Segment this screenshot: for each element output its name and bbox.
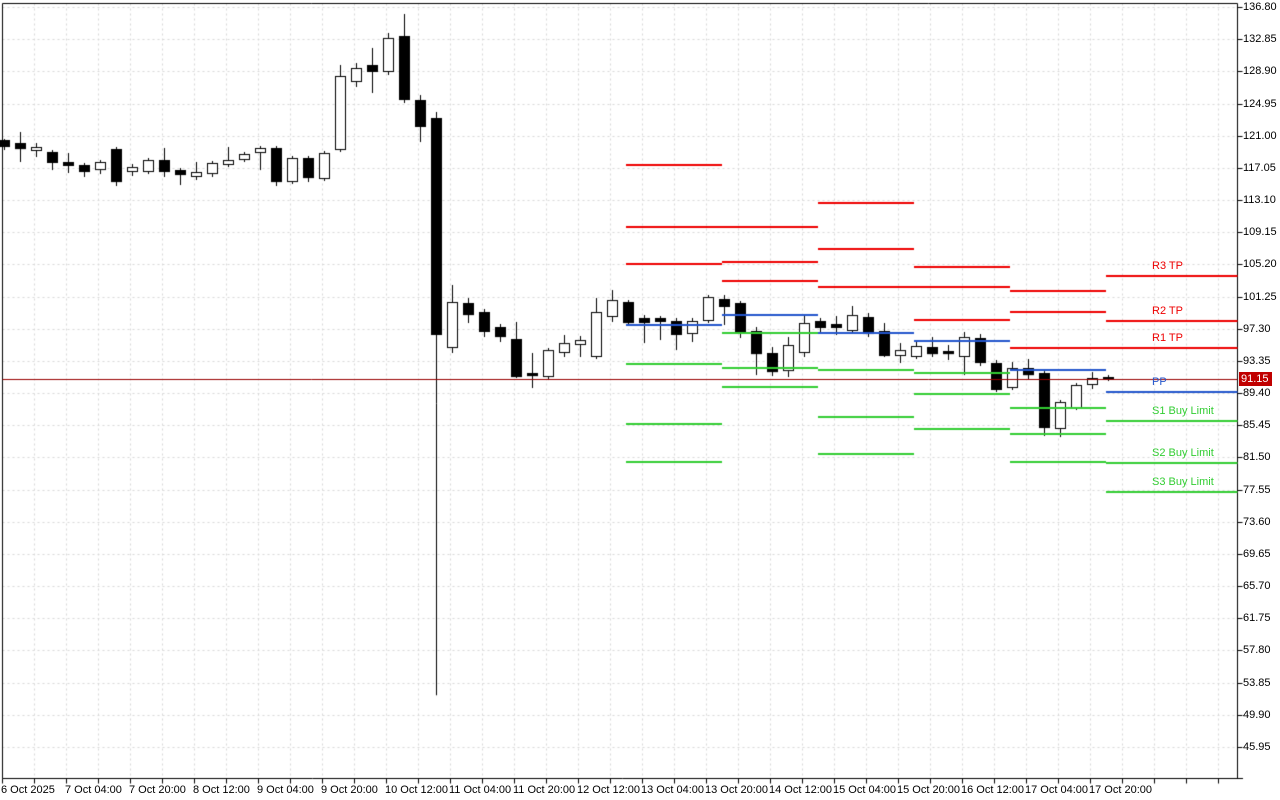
current-price-value: 91.15 — [1241, 373, 1269, 385]
current-price-tag: 91.15 — [1239, 372, 1272, 386]
